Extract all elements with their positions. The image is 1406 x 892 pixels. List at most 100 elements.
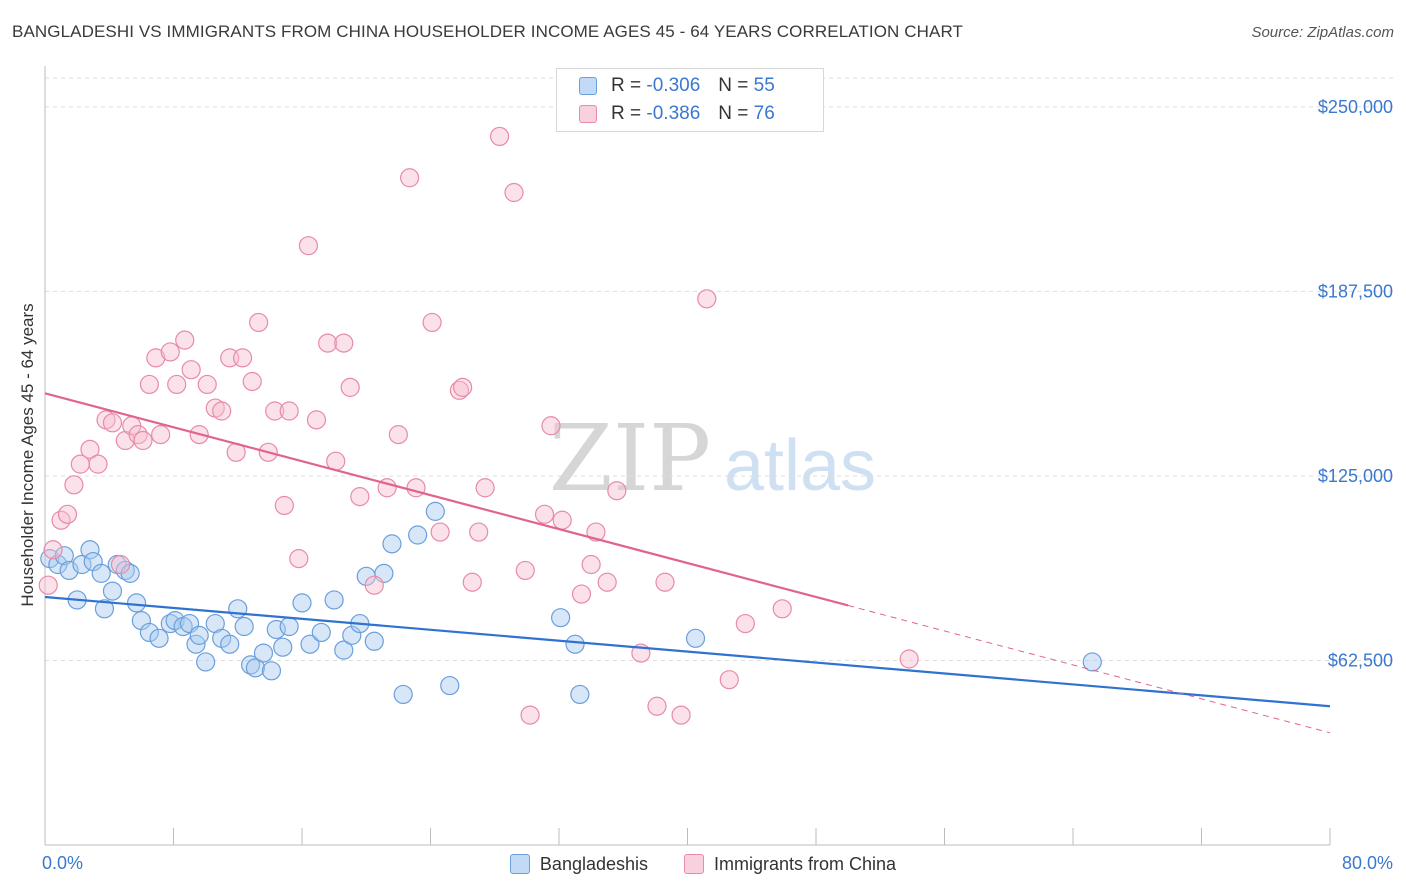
watermark-atlas: atlas xyxy=(724,426,876,506)
legend-r-label: R = xyxy=(611,75,642,96)
data-point xyxy=(245,658,266,678)
data-point xyxy=(324,590,344,610)
data-point xyxy=(449,380,470,400)
data-point xyxy=(88,454,108,474)
y-tick-label: $250,000 xyxy=(1318,97,1393,117)
series-legend: Bangladeshis Immigrants from China xyxy=(0,852,1406,876)
data-point xyxy=(212,401,232,421)
data-point xyxy=(475,478,495,498)
data-point xyxy=(279,401,299,421)
data-point xyxy=(102,413,123,433)
correlation-legend: R = -0.306 N = 55 R = -0.386 N = 76 xyxy=(556,68,824,132)
data-point xyxy=(64,475,84,495)
legend-swatch-pink xyxy=(684,854,705,874)
legend-item-immigrants-from-china[interactable]: Immigrants from China xyxy=(684,854,896,875)
series-immigrants-from-china xyxy=(38,126,919,725)
data-point xyxy=(43,540,63,560)
data-point xyxy=(697,289,717,309)
legend-label: Immigrants from China xyxy=(714,853,897,874)
data-point xyxy=(570,684,590,705)
data-point xyxy=(133,430,153,451)
data-point xyxy=(160,342,180,362)
legend-n-label: N = xyxy=(718,103,749,124)
data-point xyxy=(453,377,473,397)
data-point xyxy=(249,312,269,333)
data-point xyxy=(151,425,171,445)
data-point xyxy=(273,637,293,657)
data-point xyxy=(54,546,74,566)
data-point xyxy=(671,705,691,725)
data-point xyxy=(425,501,445,521)
data-point xyxy=(400,168,420,188)
data-point xyxy=(552,510,572,530)
data-point xyxy=(685,628,706,648)
data-point xyxy=(197,374,217,395)
legend-row-bangladeshis: R = -0.306 N = 55 xyxy=(579,74,775,98)
data-point xyxy=(607,481,627,501)
data-point xyxy=(300,634,320,654)
data-point xyxy=(719,670,739,690)
x-tick-label: 0.0% xyxy=(42,853,83,873)
data-point xyxy=(340,377,360,397)
data-point xyxy=(126,593,147,613)
data-point xyxy=(534,504,555,524)
data-point xyxy=(181,360,201,380)
data-point xyxy=(565,634,585,654)
y-tick-label: $187,500 xyxy=(1318,281,1393,301)
data-point xyxy=(462,572,482,592)
legend-item-bangladeshis[interactable]: Bangladeshis xyxy=(509,853,649,875)
data-point xyxy=(515,560,535,581)
data-point xyxy=(253,643,274,663)
data-point xyxy=(146,348,166,368)
data-point xyxy=(597,572,617,592)
data-point xyxy=(581,554,601,575)
data-point xyxy=(279,616,299,637)
data-point xyxy=(289,549,309,569)
data-point xyxy=(175,330,195,350)
legend-r-value: -0.306 xyxy=(646,75,701,96)
x-tick-label: 80.0% xyxy=(1342,853,1393,873)
axes xyxy=(44,66,1331,846)
data-point xyxy=(94,599,115,619)
data-point xyxy=(647,696,667,716)
tick-labels: $62,500 $125,000 $187,500 $250,000 0.0% 80.0% xyxy=(42,97,1393,873)
legend-n-value: 76 xyxy=(753,103,775,124)
data-point xyxy=(91,563,111,583)
data-point xyxy=(735,613,755,634)
data-point xyxy=(149,628,169,648)
trend-line xyxy=(44,595,1331,708)
y-tick-label: $62,500 xyxy=(1328,650,1393,670)
data-point xyxy=(102,581,123,601)
data-point xyxy=(220,634,240,654)
data-point xyxy=(382,534,402,554)
series-bangladeshis xyxy=(40,501,1102,705)
data-point xyxy=(232,348,253,368)
data-point xyxy=(80,439,100,459)
data-point xyxy=(38,575,58,595)
data-point xyxy=(292,593,312,613)
data-point xyxy=(504,182,524,203)
chart-source: Source: ZipAtlas.com xyxy=(1251,24,1394,41)
data-point xyxy=(520,705,540,725)
data-point xyxy=(408,525,428,545)
data-point xyxy=(772,599,792,619)
data-point xyxy=(228,599,248,619)
data-point xyxy=(393,684,413,705)
data-point xyxy=(139,622,160,643)
data-point xyxy=(306,410,327,430)
data-point xyxy=(139,374,160,395)
data-point xyxy=(469,522,489,542)
legend-r-label: R = xyxy=(611,103,642,124)
data-point xyxy=(80,540,100,560)
data-point xyxy=(298,236,319,256)
data-point xyxy=(541,416,561,436)
watermark: ZIP atlas xyxy=(549,405,876,512)
data-point xyxy=(350,487,370,507)
data-point xyxy=(234,616,254,637)
legend-label: Bangladeshis xyxy=(539,853,649,874)
data-point xyxy=(551,608,571,628)
data-point xyxy=(430,522,450,542)
data-point xyxy=(196,652,216,672)
data-point xyxy=(440,675,460,696)
data-point xyxy=(242,371,262,392)
